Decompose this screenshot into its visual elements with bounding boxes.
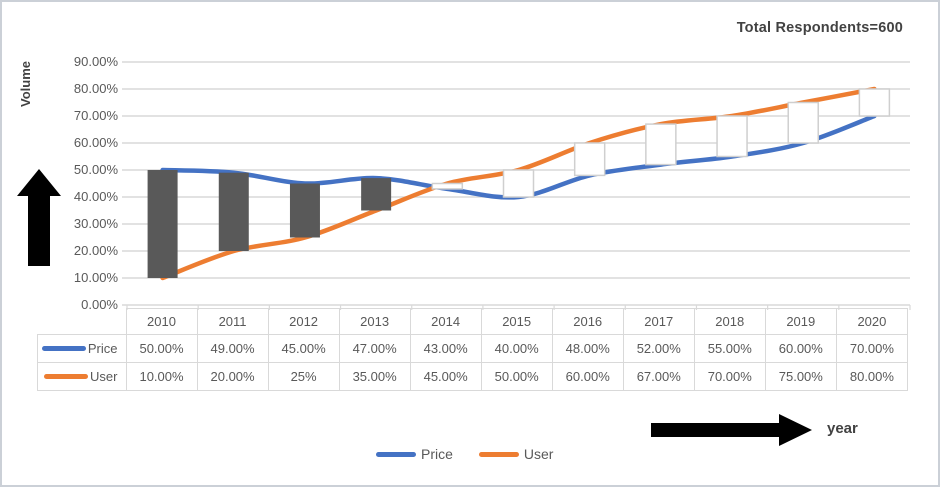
table-value-cell: 48.00%: [551, 334, 624, 363]
up-bar: [787, 101, 819, 144]
table-value-cell: 67.00%: [622, 362, 695, 391]
series-label: Price: [87, 341, 118, 356]
legend-label: User: [523, 446, 554, 462]
table-row-user: User 10.00% 20.00% 25% 35.00% 45.00% 50.00% 60.…: [37, 362, 909, 391]
table-legend-key: Price: [37, 334, 127, 363]
up-bar: [645, 123, 677, 166]
table-value-cell: 43.00%: [409, 334, 482, 363]
table-year-header: 2014: [409, 308, 482, 335]
table-value-cell: 52.00%: [622, 334, 695, 363]
table-value-cell: 45.00%: [267, 334, 340, 363]
plot-area: [122, 61, 911, 310]
table-value-cell: 40.00%: [480, 334, 553, 363]
up-bar: [573, 142, 606, 177]
user-line-swatch: [44, 374, 89, 379]
table-value-cell: 10.00%: [125, 362, 198, 391]
down-bar: [218, 172, 249, 251]
table-year-header: 2017: [622, 308, 695, 335]
table-value-cell: 45.00%: [409, 362, 482, 391]
table-value-cell: 75.00%: [764, 362, 837, 391]
x-axis-title: year: [827, 420, 858, 437]
table-value-cell: 60.00%: [764, 334, 837, 363]
table-value-cell: 25%: [267, 362, 340, 391]
table-year-header: 2015: [480, 308, 553, 335]
table-year-header: 2012: [267, 308, 340, 335]
legend-item-price: Price: [376, 446, 453, 462]
right-arrow-icon: [651, 414, 812, 446]
legend-label: Price: [421, 446, 453, 462]
up-bar: [716, 115, 748, 158]
table-year-header: 2019: [764, 308, 837, 335]
chart-legend: Price User: [376, 446, 553, 462]
table-value-cell: 70.00%: [835, 334, 909, 363]
table-year-header: 2016: [551, 308, 624, 335]
chart-title: Total Respondents=600: [736, 20, 903, 36]
down-bar: [147, 170, 178, 278]
y-tick-label: 20.00%: [73, 243, 118, 258]
legend-item-user: User: [478, 446, 554, 462]
table-value-cell: 80.00%: [835, 362, 909, 391]
chart-data-table: 2010 2011 2012 2013 2014 2015 2016 2017 2018 2019…: [37, 308, 909, 391]
up-arrow-icon: [17, 169, 61, 266]
table-value-cell: 55.00%: [693, 334, 766, 363]
table-year-header: 2020: [835, 308, 909, 335]
table-value-cell: 50.00%: [480, 362, 553, 391]
table-year-header: 2018: [693, 308, 766, 335]
table-header-row: 2010 2011 2012 2013 2014 2015 2016 2017 2018 2019…: [38, 308, 909, 335]
user-legend-swatch: [478, 451, 519, 457]
y-tick-label: 70.00%: [73, 108, 118, 123]
y-tick-label: 30.00%: [73, 216, 118, 231]
table-value-cell: 70.00%: [693, 362, 766, 391]
down-bar: [361, 178, 392, 211]
up-bar: [502, 169, 535, 198]
table-year-header: 2010: [125, 308, 198, 335]
table-value-cell: 50.00%: [125, 334, 198, 363]
table-year-header: 2011: [196, 308, 269, 335]
table-value-cell: 47.00%: [338, 334, 411, 363]
up-bar: [858, 88, 891, 117]
y-tick-label: 80.00%: [73, 81, 118, 96]
y-tick-label: 90.00%: [73, 54, 118, 69]
table-corner-cell: [38, 309, 127, 335]
table-legend-key: User: [37, 362, 127, 391]
y-tick-label: 0.00%: [81, 297, 118, 312]
table-value-cell: 35.00%: [338, 362, 411, 391]
price-legend-swatch: [376, 451, 416, 457]
up-bar: [431, 182, 464, 190]
y-tick-label: 60.00%: [73, 135, 118, 150]
series-label: User: [90, 369, 118, 384]
table-value-cell: 60.00%: [551, 362, 624, 391]
y-tick-label: 10.00%: [73, 270, 118, 285]
y-tick-label: 50.00%: [73, 162, 118, 177]
down-bar: [289, 183, 320, 238]
table-value-cell: 49.00%: [196, 334, 269, 363]
y-tick-label: 40.00%: [73, 189, 118, 204]
table-value-cell: 20.00%: [196, 362, 269, 391]
table-year-header: 2013: [338, 308, 411, 335]
table-row-price: Price 50.00% 49.00% 45.00% 47.00% 43.00% 40.00…: [37, 334, 909, 363]
price-line-swatch: [41, 346, 86, 351]
